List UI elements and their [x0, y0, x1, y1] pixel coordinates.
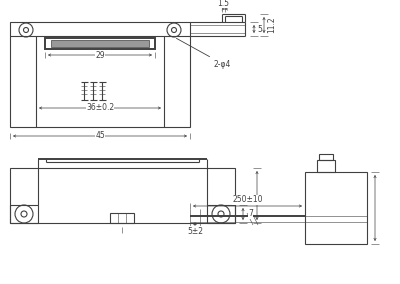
- Text: 2-φ4: 2-φ4: [214, 60, 231, 69]
- Text: 29: 29: [95, 51, 105, 60]
- Text: 5: 5: [257, 24, 262, 34]
- Text: 11.2: 11.2: [267, 17, 276, 33]
- Bar: [207, 205, 235, 223]
- Text: 1.5: 1.5: [218, 0, 230, 7]
- Bar: [10, 205, 38, 223]
- Bar: [45, 38, 155, 49]
- Text: 36±0.2: 36±0.2: [86, 103, 114, 112]
- Text: 7: 7: [248, 210, 253, 218]
- Text: 250±10: 250±10: [232, 195, 263, 204]
- Bar: [319, 154, 333, 160]
- Bar: [317, 160, 335, 172]
- Text: 45: 45: [95, 131, 105, 141]
- Bar: [10, 22, 190, 127]
- Bar: [51, 40, 149, 47]
- Text: 5±2: 5±2: [187, 227, 203, 235]
- Bar: [305, 172, 367, 244]
- Bar: [110, 213, 134, 223]
- Bar: [10, 168, 235, 223]
